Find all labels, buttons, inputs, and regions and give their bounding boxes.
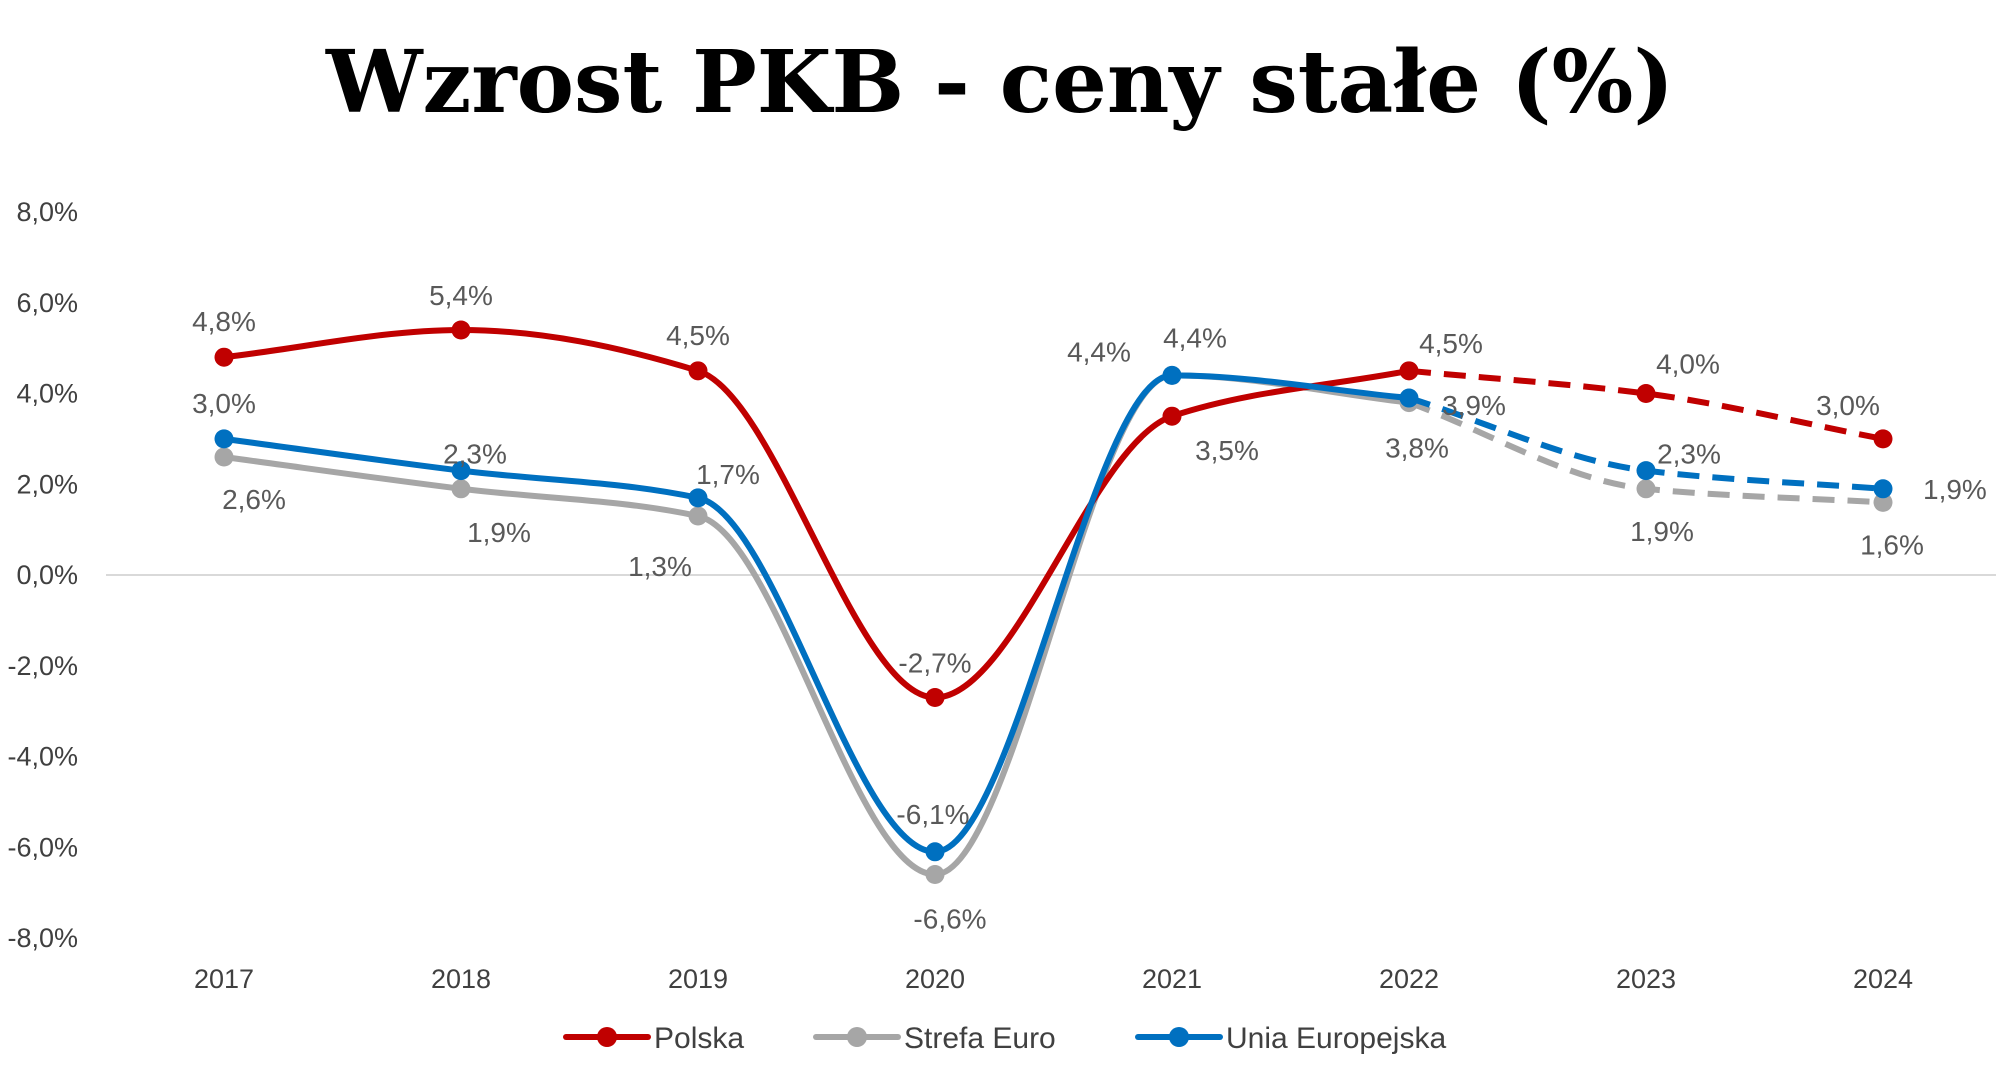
y-axis: 8,0% 6,0% 4,0% 2,0% 0,0% -2,0% -4,0% -6,0% -8,0%	[7, 197, 78, 953]
x-tick-label: 2017	[194, 964, 254, 994]
legend-marker	[597, 1027, 617, 1047]
x-tick-label: 2022	[1379, 964, 1439, 994]
data-point	[925, 842, 945, 862]
data-point	[451, 479, 471, 499]
y-tick-label: -8,0%	[7, 923, 78, 953]
data-label: 1,7%	[696, 459, 760, 490]
data-label: 2,6%	[222, 484, 286, 515]
legend: Polska Strefa Euro Unia Europejska	[563, 1022, 1446, 1055]
legend-marker	[847, 1027, 867, 1047]
series-line-actual	[221, 326, 1412, 701]
y-tick-label: -6,0%	[7, 832, 78, 862]
data-point	[688, 361, 708, 381]
data-point	[1636, 461, 1656, 481]
data-label: 1,9%	[1923, 474, 1987, 505]
data-point	[1873, 479, 1893, 499]
data-point	[688, 506, 708, 526]
data-point	[214, 447, 234, 467]
y-tick-label: 4,0%	[16, 379, 78, 409]
series-unia-europejska	[214, 365, 1893, 862]
data-label: 3,8%	[1385, 433, 1449, 464]
data-label: 3,0%	[1816, 390, 1880, 421]
data-label: 4,5%	[666, 320, 730, 351]
data-point	[214, 429, 234, 449]
data-label: 4,4%	[1163, 322, 1227, 353]
data-point	[688, 488, 708, 508]
data-point	[214, 347, 234, 367]
legend-label: Strefa Euro	[904, 1022, 1056, 1055]
data-point	[1399, 388, 1419, 408]
data-point	[451, 320, 471, 340]
legend-marker	[1169, 1027, 1189, 1047]
y-tick-label: 8,0%	[16, 197, 78, 227]
legend-item: Polska	[563, 1022, 744, 1055]
data-label: 1,9%	[1630, 516, 1694, 547]
x-tick-label: 2019	[668, 964, 728, 994]
data-label: 4,4%	[1067, 336, 1131, 367]
data-label: 4,8%	[192, 306, 256, 337]
data-label: -6,6%	[913, 903, 986, 934]
data-label: 5,4%	[429, 280, 493, 311]
x-tick-label: 2024	[1853, 964, 1913, 994]
data-label: 2,3%	[443, 439, 507, 470]
data-label: 4,0%	[1656, 349, 1720, 380]
data-point	[451, 461, 471, 481]
legend-item: Unia Europejska	[1135, 1022, 1446, 1055]
data-point	[925, 688, 945, 708]
x-axis: 2017 2018 2019 2020 2021 2022 2023 2024	[106, 574, 1996, 994]
series-line-forecast	[1408, 367, 1884, 442]
legend-label: Polska	[654, 1022, 744, 1055]
data-label: -2,7%	[898, 648, 971, 679]
data-point	[1162, 406, 1182, 426]
data-point	[1399, 361, 1419, 381]
data-point	[1162, 365, 1182, 385]
data-label: 1,9%	[467, 517, 531, 548]
data-point	[1873, 492, 1893, 512]
data-label: 1,6%	[1860, 529, 1924, 560]
y-tick-label: 2,0%	[16, 469, 78, 499]
y-tick-label: -4,0%	[7, 742, 78, 772]
legend-label: Unia Europejska	[1226, 1022, 1446, 1055]
data-label: 2,3%	[1657, 439, 1721, 470]
data-point	[1873, 429, 1893, 449]
series-layer	[214, 320, 1893, 884]
data-label: 3,5%	[1195, 435, 1259, 466]
data-point	[1636, 479, 1656, 499]
data-label: 1,3%	[628, 551, 692, 582]
x-tick-label: 2021	[1142, 964, 1202, 994]
x-tick-label: 2023	[1616, 964, 1676, 994]
y-tick-label: 0,0%	[16, 560, 78, 590]
legend-item: Strefa Euro	[813, 1022, 1056, 1055]
series-polska	[214, 320, 1893, 708]
y-tick-label: -2,0%	[7, 651, 78, 681]
data-point	[1636, 384, 1656, 403]
data-label: 3,9%	[1442, 390, 1506, 421]
chart-title: Wzrost PKB - ceny stałe (%)	[325, 32, 1674, 133]
y-tick-label: 6,0%	[16, 288, 78, 318]
x-tick-label: 2020	[905, 964, 965, 994]
x-tick-label: 2018	[431, 964, 491, 994]
data-label: -6,1%	[896, 799, 969, 830]
data-label: 4,5%	[1419, 328, 1483, 359]
data-label: 3,0%	[192, 388, 256, 419]
data-point	[925, 864, 945, 884]
data-label-layer: 4,8% 5,4% 4,5% -2,7% 3,5% 4,5% 4,0% 3,0% 2,6% 1,9…	[192, 280, 1987, 934]
